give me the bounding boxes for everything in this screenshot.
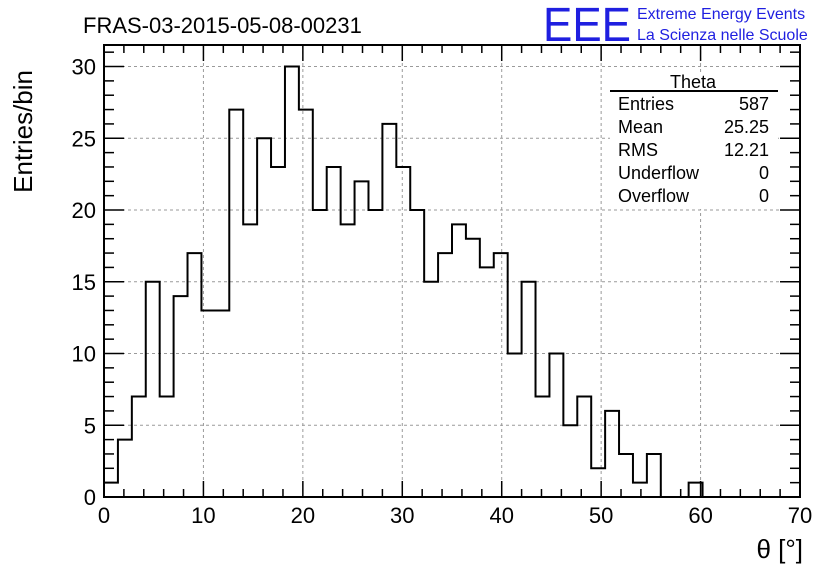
y-tick-label: 30 (72, 55, 96, 80)
stats-row-value: 587 (739, 94, 769, 114)
x-tick-label: 10 (191, 503, 215, 528)
stats-row-label: Underflow (618, 163, 700, 183)
eee-logo-mark: EEE (543, 0, 631, 52)
stats-row-value: 0 (759, 163, 769, 183)
stats-row-label: RMS (618, 140, 658, 160)
x-tick-label: 40 (489, 503, 513, 528)
plot-frame (103, 44, 801, 498)
x-tick-label: 50 (589, 503, 613, 528)
stats-row-label: Overflow (618, 186, 690, 206)
x-tick-label: 60 (688, 503, 712, 528)
stats-box-background (610, 73, 778, 209)
x-tick-label: 30 (390, 503, 414, 528)
stats-row-value: 25.25 (724, 117, 769, 137)
stats-box: Theta Entries 587 Mean 25.25 RMS 12.21 Underfl… (610, 72, 778, 209)
tick-labels: 0 10 20 30 40 50 60 70 0 5 10 15 20 25 30 (72, 55, 813, 528)
stats-box-title: Theta (670, 72, 717, 92)
y-tick-label: 15 (72, 270, 96, 295)
y-tick-label: 0 (84, 485, 96, 510)
y-tick-label: 20 (72, 198, 96, 223)
y-tick-label: 10 (72, 342, 96, 367)
x-tick-label: 20 (291, 503, 315, 528)
y-axis-title: Entries/bin (8, 70, 38, 193)
stats-row-label: Entries (618, 94, 674, 114)
histogram-step-line (103, 65, 800, 498)
x-tick-label: 70 (788, 503, 812, 528)
eee-logo-line1: Extreme Energy Events (637, 6, 805, 23)
x-tick-label: 0 (98, 503, 110, 528)
stats-box-rows: Entries 587 Mean 25.25 RMS 12.21 Underflow 0 Ove… (618, 94, 769, 206)
x-axis-title: θ [°] (756, 534, 803, 564)
eee-logo-line2: La Scienza nelle Scuole (637, 27, 808, 44)
y-tick-label: 5 (84, 413, 96, 438)
stats-row-value: 12.21 (724, 140, 769, 160)
grid-lines (104, 45, 800, 497)
stats-row-label: Mean (618, 117, 663, 137)
stats-row-value: 0 (759, 186, 769, 206)
axis-ticks (103, 45, 801, 498)
eee-logo: EEE Extreme Energy Events La Scienza nel… (543, 0, 808, 52)
run-title: FRAS-03-2015-05-08-00231 (83, 13, 362, 38)
y-tick-label: 25 (72, 126, 96, 151)
